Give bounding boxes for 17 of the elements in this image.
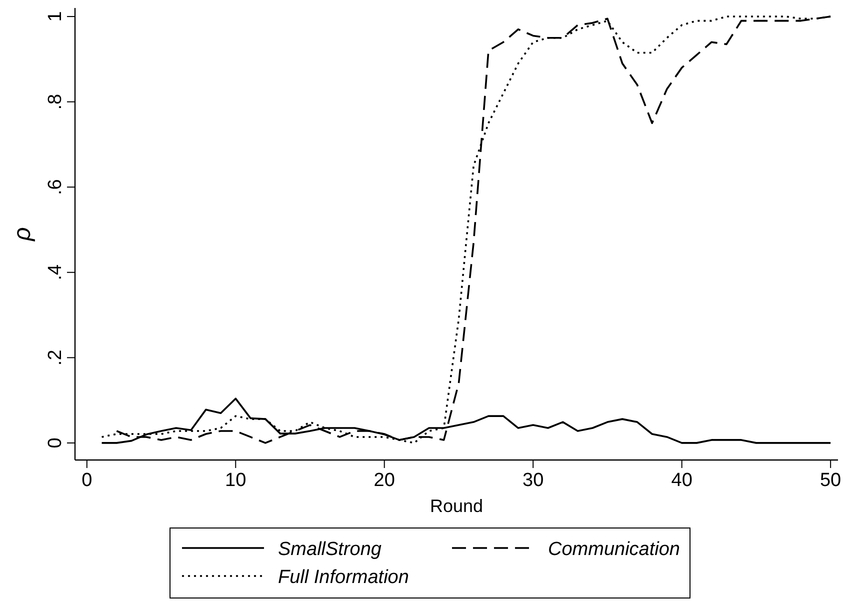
x-tick-label: 0 bbox=[82, 470, 92, 491]
x-tick-label: 20 bbox=[374, 470, 395, 491]
x-tick-label: 40 bbox=[671, 470, 692, 491]
y-tick-label: .4 bbox=[45, 264, 66, 280]
legend-label: Full Information bbox=[278, 567, 409, 588]
legend-label: SmallStrong bbox=[278, 539, 382, 560]
x-axis-title: Round bbox=[430, 496, 484, 516]
x-tick-label: 50 bbox=[820, 470, 842, 491]
x-tick-label: 30 bbox=[522, 470, 544, 491]
x-tick-label: 10 bbox=[225, 470, 246, 491]
y-tick-label: .8 bbox=[45, 94, 66, 110]
y-tick-label: 1 bbox=[45, 11, 66, 22]
y-tick-label: .2 bbox=[45, 350, 66, 366]
y-tick-label: 0 bbox=[45, 438, 66, 448]
y-tick-label: .6 bbox=[45, 179, 66, 196]
legend-label: Communication bbox=[548, 539, 680, 560]
y-axis-title: ρ bbox=[9, 226, 36, 242]
